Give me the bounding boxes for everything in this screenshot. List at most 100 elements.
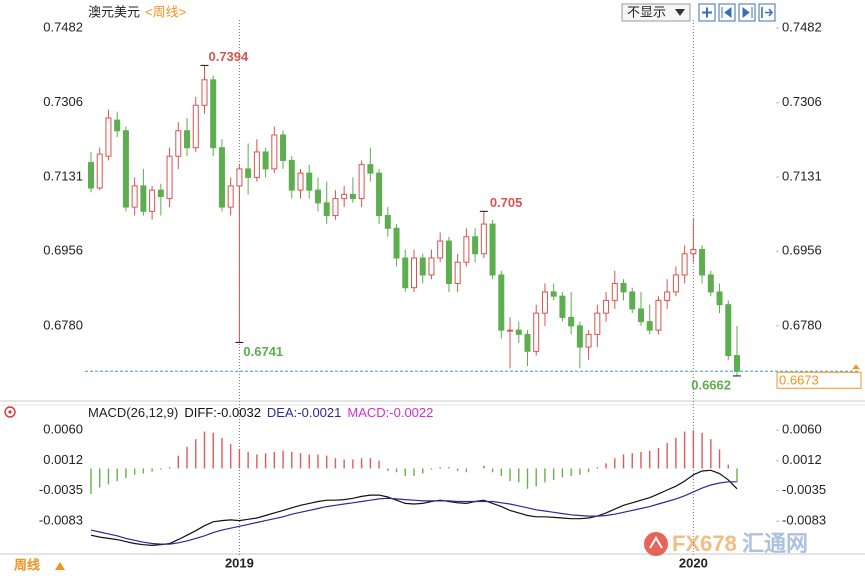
candle-body <box>707 274 714 293</box>
legend-value: -0.0021 <box>297 405 341 420</box>
candle-body <box>288 159 295 191</box>
watermark-brand: FX678 <box>672 531 737 556</box>
candle-body <box>236 168 243 187</box>
candle-body <box>664 291 671 301</box>
extreme-label: 0.7394 <box>208 49 249 64</box>
macd-line <box>90 481 737 545</box>
candle-body <box>445 240 452 284</box>
candle-body <box>402 257 409 289</box>
toolbar <box>698 3 776 22</box>
legend-separator: : <box>386 405 390 420</box>
macd-line <box>90 469 738 547</box>
candle-body <box>393 227 400 259</box>
extreme-label: 0.705 <box>490 195 523 210</box>
candle-body <box>114 119 121 132</box>
period-label[interactable]: 周线 <box>14 557 40 572</box>
legend-separator: : <box>213 405 217 420</box>
candle-body <box>157 189 164 197</box>
legend-value: -0.0022 <box>389 405 433 420</box>
candle-body <box>620 282 627 293</box>
candle-body <box>524 333 531 352</box>
y-tick-label-right: 0.6956 <box>782 243 822 258</box>
candle-body <box>332 198 339 217</box>
candle-body <box>306 172 313 191</box>
candle-body <box>437 240 444 259</box>
candle-body <box>507 329 514 332</box>
dropdown-label[interactable]: 不显示 <box>627 4 666 19</box>
y-tick-label: 0.0060 <box>43 422 83 437</box>
left-icon <box>721 7 732 18</box>
candle-body <box>358 164 365 200</box>
y-tick-label-right: 0.0012 <box>782 452 822 467</box>
right-icon <box>742 7 753 18</box>
extreme-label: 0.6741 <box>243 344 283 359</box>
candle-body <box>699 249 706 276</box>
candle-body <box>253 151 260 178</box>
candle-body <box>192 104 199 149</box>
candle-body <box>341 193 348 200</box>
x-tick-label: 2019 <box>225 555 254 570</box>
last-price-marker <box>852 364 860 370</box>
candle-body <box>637 308 644 323</box>
candle-body <box>280 134 287 161</box>
candle-body <box>576 325 583 348</box>
zoom-icon <box>702 7 712 18</box>
candle-body <box>323 202 330 217</box>
candle-body <box>201 79 208 106</box>
extreme-label: 0.6662 <box>691 377 731 392</box>
y-tick-label: 0.7482 <box>43 19 83 34</box>
candle-body <box>541 291 548 314</box>
candle-body <box>585 333 592 348</box>
chart-title: 澳元美元 <box>88 4 140 19</box>
candle-body <box>672 274 679 293</box>
y-tick-label-right: -0.0035 <box>782 482 826 497</box>
dropdown-box[interactable] <box>621 3 691 22</box>
candle-body <box>463 236 470 263</box>
candle-body <box>245 168 252 178</box>
candle-body <box>131 185 138 208</box>
candle-body <box>297 172 304 191</box>
chart-subtitle[interactable]: <周线> <box>145 4 186 19</box>
candle-body <box>603 299 610 314</box>
candle-body <box>149 189 156 212</box>
candle-body <box>314 189 321 204</box>
candle-body <box>428 257 435 276</box>
candle-body <box>376 172 383 217</box>
watermark: FX678 汇通网 <box>644 531 808 556</box>
candle-body <box>515 329 522 335</box>
candle-body <box>594 312 601 335</box>
y-tick-label-right: 0.7306 <box>782 94 822 109</box>
period-button[interactable]: 周线 <box>14 557 65 572</box>
candle-body <box>489 223 496 276</box>
period-arrow <box>55 562 65 570</box>
candle-body <box>96 153 103 189</box>
indicator-icon[interactable] <box>4 406 16 418</box>
candle-body <box>367 164 374 174</box>
legend-name: DIFF <box>184 405 213 420</box>
end-icon <box>761 7 774 18</box>
candle-body <box>105 117 112 157</box>
candle-body <box>166 155 173 200</box>
candle-body <box>411 257 417 289</box>
candle-body <box>550 291 557 297</box>
y-tick-label: 0.7306 <box>43 94 83 109</box>
candle-body <box>175 130 182 157</box>
watermark-logo <box>644 532 668 556</box>
y-tick-label: 0.6956 <box>43 243 83 258</box>
y-tick-label: -0.0035 <box>39 482 83 497</box>
candle-body <box>271 134 278 170</box>
y-tick-label-right: 0.7482 <box>782 19 822 34</box>
legend-title: MACD(26,12,9) <box>88 405 178 420</box>
candle-body <box>568 316 575 327</box>
candle-body <box>681 253 688 276</box>
legend-name: MACD <box>347 405 385 420</box>
dropdown[interactable]: 不显示 <box>621 3 691 22</box>
indicator-dot <box>8 410 12 414</box>
y-tick-label-right: 0.7131 <box>782 168 822 183</box>
candle-body <box>655 299 662 331</box>
candle-body <box>646 321 653 331</box>
indicator-ring <box>4 406 16 418</box>
